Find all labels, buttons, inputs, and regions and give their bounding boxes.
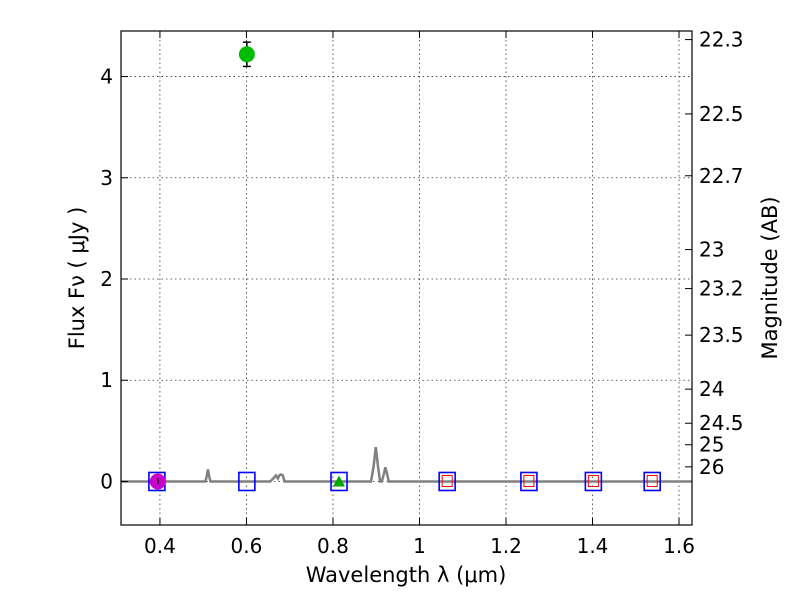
right-tick-label: 25 [699, 433, 724, 457]
right-tick-label: 22.5 [699, 102, 744, 126]
y-tick-label: 2 [100, 267, 113, 291]
model-band-square [520, 471, 538, 492]
green-point [238, 46, 255, 63]
axis-ticks [121, 31, 692, 525]
detection-square [523, 474, 535, 487]
x-tick-label: 0.6 [231, 534, 263, 558]
x-tick-label: 1.4 [577, 534, 609, 558]
upper-limit-triangle [333, 475, 346, 487]
right-tick-label: 24.5 [699, 411, 744, 435]
x-tick-label: 0.8 [317, 534, 349, 558]
right-tick-label: 23 [699, 238, 724, 262]
right-tick-label: 23.5 [699, 323, 744, 347]
right-tick-label: 22.7 [699, 164, 744, 188]
y-tick-label: 4 [100, 65, 113, 89]
model-band-square [438, 471, 456, 492]
spectrum-line [121, 446, 692, 483]
right-axis-title: Magnitude (AB) [758, 196, 782, 359]
right-tick-label: 23.2 [699, 277, 744, 301]
x-axis-title: Wavelength λ (μm) [306, 563, 507, 587]
x-tick-label: 0.4 [144, 534, 176, 558]
data-series [121, 41, 692, 492]
detection-square [646, 474, 658, 487]
right-tick-label: 24 [699, 377, 724, 401]
x-tick-label: 1 [413, 534, 426, 558]
model-band-square [330, 471, 348, 492]
detection-square [441, 474, 453, 487]
model-band-square [584, 471, 603, 492]
y-tick-label: 3 [100, 166, 113, 190]
detection-square [587, 474, 599, 487]
y-tick-label: 1 [100, 368, 113, 392]
x-tick-label: 1.2 [490, 534, 522, 558]
right-tick-label: 22.3 [699, 28, 744, 52]
tick-labels: 0.4 0.6 0.8 1 1.2 1.4 1.60123422.322.522.72323… [100, 28, 743, 558]
x-tick-label: 1.6 [663, 534, 695, 558]
y-axis-title: Flux Fν ( μJy ) [65, 207, 89, 350]
model-band-square [238, 471, 256, 492]
right-tick-label: 26 [699, 455, 724, 479]
model-band-square [643, 471, 662, 492]
plot-frame [120, 30, 693, 526]
y-tick-label: 0 [100, 469, 113, 493]
